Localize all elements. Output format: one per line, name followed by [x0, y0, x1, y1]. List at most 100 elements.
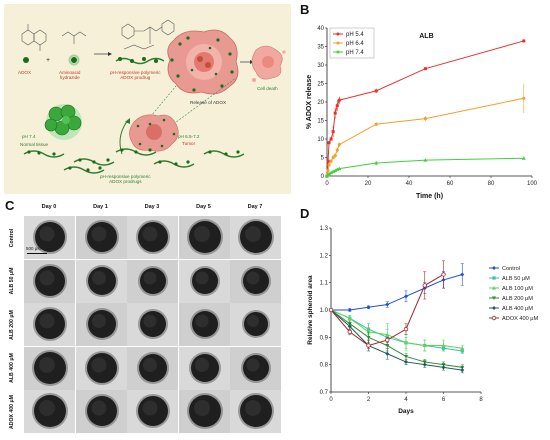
- spheroid-image: [75, 259, 127, 303]
- spheroid-image: [178, 346, 230, 390]
- data-point: [492, 276, 496, 280]
- legend-marker: [336, 50, 340, 54]
- spheroid-micrograph: [230, 216, 281, 259]
- legend-label: pH 7.4: [346, 50, 364, 56]
- y-tick-label: 0: [321, 174, 325, 180]
- row-label: ALB 50 μM: [9, 267, 15, 295]
- y-tick-label: 30: [317, 63, 324, 69]
- data-point: [326, 168, 330, 173]
- y-tick-label: 10: [317, 137, 324, 143]
- x-tick-label: 2: [367, 397, 371, 403]
- legend-box: [329, 27, 375, 59]
- schematic-drawing: +: [21, 19, 286, 174]
- dead-cell-icon: [251, 45, 286, 82]
- spheroid-micrograph: [24, 259, 75, 303]
- data-point: [422, 343, 427, 348]
- spheroid-micrograph: [24, 346, 75, 390]
- data-point: [347, 316, 352, 320]
- spheroid-image: [75, 216, 127, 259]
- adox-molecule-icon: [21, 24, 47, 51]
- data-point: [385, 302, 390, 307]
- data-point: [460, 272, 465, 277]
- svg-text:+: +: [46, 57, 50, 64]
- data-point: [492, 286, 496, 290]
- spheroid-micrograph: [75, 346, 127, 390]
- y-tick-label: 40: [317, 26, 324, 32]
- legend-label: Control: [502, 266, 520, 272]
- spheroid-micrograph: [230, 259, 281, 303]
- spheroid-image: [230, 259, 281, 303]
- panel-a-schematic: +: [4, 4, 291, 194]
- data-point: [329, 137, 333, 141]
- spheroid-image: [24, 390, 75, 433]
- data-point: [337, 98, 341, 102]
- label-normal-tissue: Normal tissue: [20, 142, 49, 147]
- spheroid-micrograph: [127, 390, 178, 433]
- chart-d-spheroid-area: 0.7 0.8 0.9 1.0 1.1 1.2 1.3 0 2 4 6 8 Days Relative s…: [307, 226, 539, 415]
- polymer-chain-icon: [115, 57, 165, 65]
- data-point: [460, 346, 465, 350]
- series-line: [326, 40, 524, 177]
- legend-label: pH 6.4: [346, 41, 364, 47]
- data-point: [404, 294, 408, 299]
- data-point: [327, 171, 332, 176]
- spheroid-image: [230, 390, 281, 433]
- legend-label: ADOX 400 μM: [502, 316, 539, 322]
- data-point: [422, 362, 427, 367]
- day-label: Day 3: [144, 204, 160, 210]
- spheroid-image: [127, 216, 178, 259]
- spheroid-micrograph: [178, 216, 230, 259]
- spheroid-micrograph: [127, 216, 178, 259]
- data-point: [403, 326, 409, 332]
- data-point: [347, 324, 352, 329]
- spheroid-micrograph: [75, 390, 127, 433]
- spheroid-micrograph: [178, 259, 230, 303]
- y-tick-label: 1.0: [320, 308, 329, 314]
- data-point: [522, 96, 526, 100]
- series-line: [331, 273, 463, 311]
- data-point: [522, 39, 526, 43]
- data-point: [327, 141, 331, 145]
- spheroid-image: [178, 303, 230, 346]
- series-line: [330, 309, 463, 349]
- x-tick-label: 20: [365, 181, 372, 187]
- data-point: [366, 335, 371, 340]
- data-point: [333, 111, 337, 115]
- label-cell-death: Cell death: [257, 86, 278, 91]
- data-point: [327, 163, 331, 167]
- label-ph-tumor: pH 6.5-7.2: [178, 134, 200, 139]
- data-point: [366, 305, 371, 310]
- series-line: [330, 309, 463, 368]
- data-point: [335, 104, 339, 108]
- spheroid-image: [75, 346, 127, 390]
- data-point: [404, 340, 408, 345]
- data-point: [347, 329, 352, 335]
- data-point: [404, 354, 408, 359]
- chart-title: ALB: [419, 33, 433, 40]
- spheroid-micrograph: [178, 303, 230, 346]
- spheroid-image: [127, 346, 178, 390]
- day-label: Day 7: [247, 204, 263, 210]
- spheroid-image: [178, 390, 230, 433]
- x-tick-label: 8: [479, 397, 483, 403]
- normal-tissue-icon: [44, 104, 82, 140]
- data-point: [422, 283, 427, 288]
- y-tick-label: 0.7: [320, 390, 329, 396]
- spheroid-image: [127, 259, 178, 303]
- spheroid-micrograph: [24, 390, 75, 433]
- spheroid-micrograph: [230, 346, 281, 390]
- label-ph74: pH 7.4: [22, 134, 36, 139]
- y-axis-label: Relative spheroid area: [307, 275, 314, 345]
- legend-label: ALB 400 μM: [502, 306, 533, 312]
- tumor-small-icon: [129, 114, 179, 152]
- spheroid-image: [230, 303, 281, 346]
- legend-marker: [336, 32, 340, 36]
- y-tick-label: 35: [317, 45, 324, 51]
- tumor-cell-large-icon: [167, 29, 239, 95]
- spheroid-image: [24, 216, 75, 259]
- spheroid-micrograph: [178, 346, 230, 390]
- data-point: [385, 332, 390, 337]
- x-tick-label: 4: [404, 397, 408, 403]
- x-axis-label: Days: [398, 408, 414, 415]
- y-tick-label: 15: [317, 119, 324, 125]
